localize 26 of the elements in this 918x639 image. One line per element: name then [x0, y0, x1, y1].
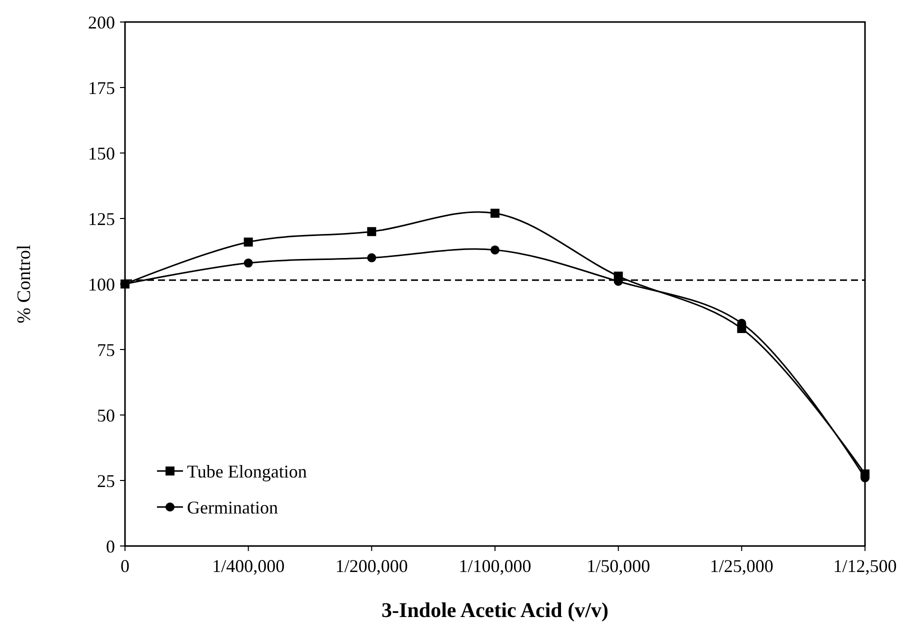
point — [244, 258, 253, 268]
point — [367, 253, 376, 262]
point — [244, 238, 253, 247]
y-tick-label: 175 — [88, 78, 115, 98]
y-tick-label: 125 — [88, 208, 115, 229]
y-tick-label: 25 — [97, 470, 115, 491]
legend-label: Germination — [187, 497, 278, 518]
legend-label: Tube Elongation — [187, 461, 307, 482]
point — [367, 227, 376, 236]
x-tick-label: 1/25,000 — [710, 556, 774, 576]
point — [490, 245, 500, 254]
x-axis-title: 3-Indole Acetic Acid (v/v) — [382, 598, 608, 622]
x-tick-label: 1/50,000 — [586, 556, 650, 576]
x-tick-label: 1/200,000 — [335, 556, 408, 576]
x-tick-label: 1/12,500 — [833, 556, 897, 576]
y-axis-title: % Control — [14, 244, 35, 324]
x-tick-label: 1/400,000 — [212, 556, 285, 576]
y-tick-label: 50 — [97, 405, 115, 426]
y-tick-label: 200 — [88, 12, 115, 32]
y-tick-label: 0 — [106, 536, 115, 556]
point — [490, 208, 500, 218]
x-tick-label: 1/100,000 — [458, 556, 532, 576]
y-tick-label: 100 — [88, 274, 115, 294]
y-tick-label: 150 — [88, 143, 115, 164]
y-tick-label: 75 — [97, 340, 115, 360]
x-tick-label: 0 — [120, 556, 130, 576]
